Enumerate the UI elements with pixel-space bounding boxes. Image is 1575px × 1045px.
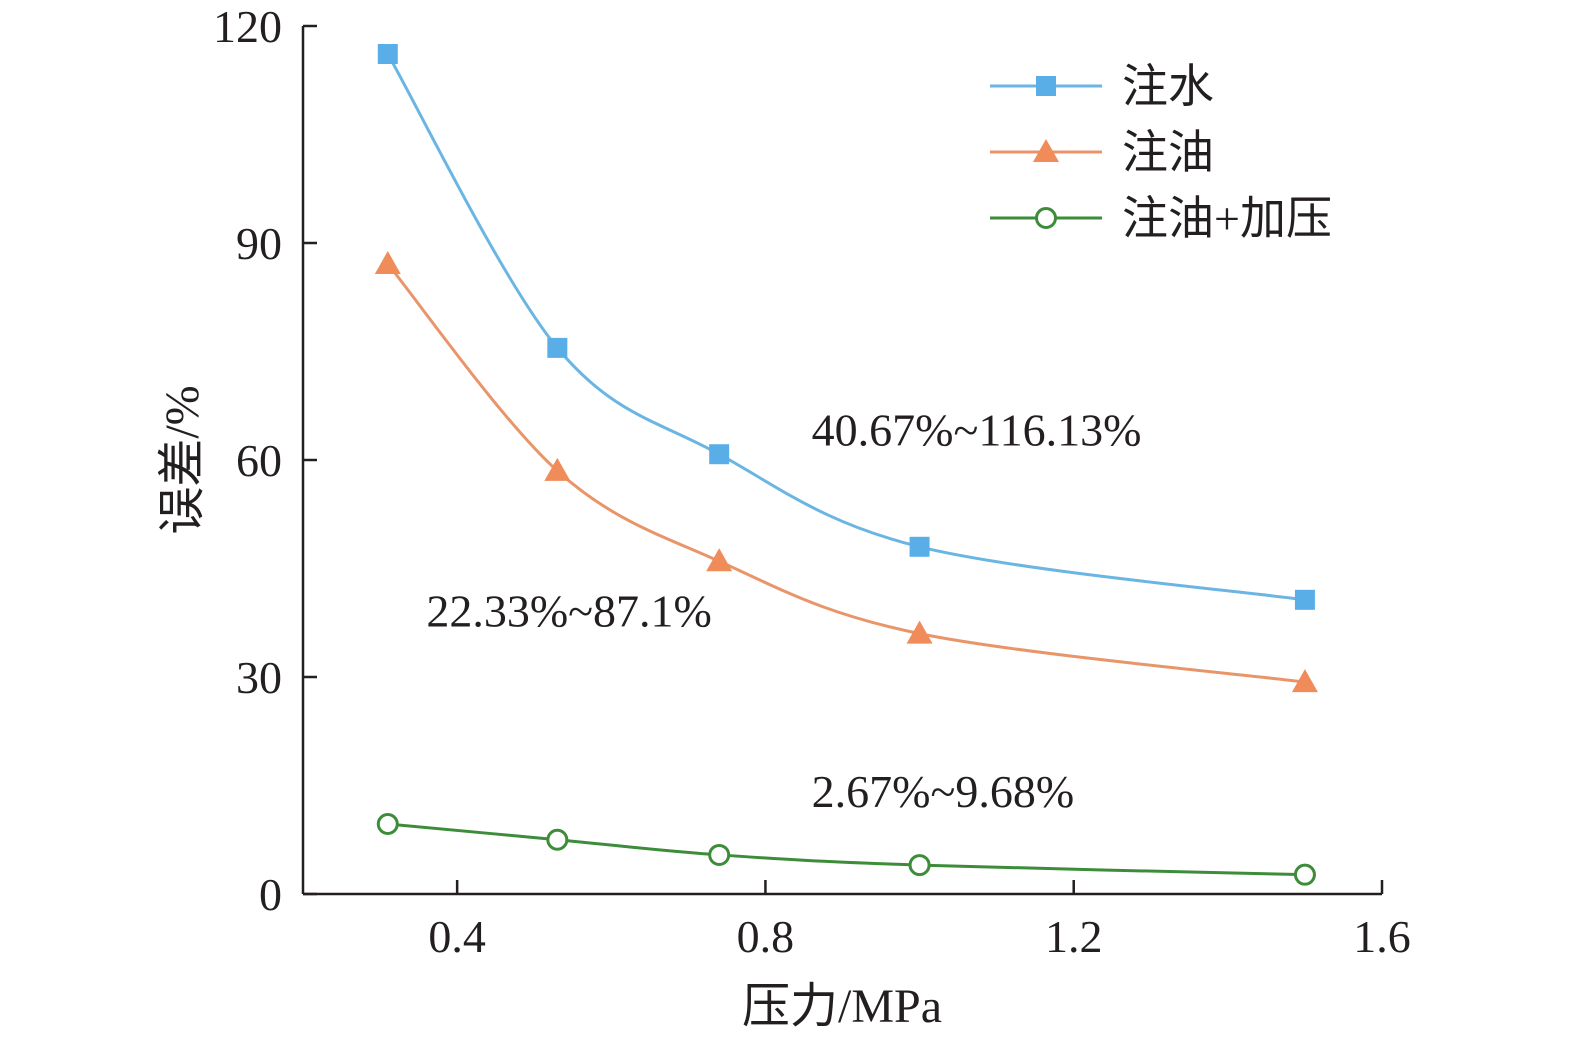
series-layer (374, 43, 1318, 886)
ticks: 0.4 0.8 1.2 1.6 0 30 60 90 120 (213, 1, 1411, 962)
data-point (547, 337, 568, 358)
y-tick-label: 30 (236, 652, 282, 703)
legend-entry: 注油+加压 (990, 193, 1332, 244)
data-point (708, 843, 731, 866)
x-tick-label: 0.4 (428, 911, 486, 962)
legend-label: 注油 (1122, 127, 1214, 178)
legend-entry: 注油 (990, 127, 1214, 178)
data-point (376, 812, 399, 835)
annotation-layer: 40.67%~116.13% 22.33%~87.1% 2.67%~9.68% (426, 405, 1141, 818)
y-tick-label: 120 (213, 1, 282, 52)
data-point (909, 536, 930, 557)
x-tick-label: 1.2 (1045, 911, 1103, 962)
y-tick-label: 90 (236, 218, 282, 269)
series-line (386, 263, 1306, 684)
y-tick-label: 0 (259, 869, 282, 920)
data-point (706, 548, 733, 572)
y-axis-title: 误差/% (156, 385, 209, 534)
series-3 (376, 812, 1316, 886)
series-line (387, 822, 1305, 877)
legend-label: 注油+加压 (1122, 193, 1332, 244)
axes (301, 26, 1382, 896)
data-point (906, 620, 933, 644)
x-tick-label: 0.8 (737, 911, 795, 962)
data-point (1291, 669, 1318, 693)
data-point (544, 457, 571, 481)
legend-marker (1036, 76, 1056, 96)
data-point (709, 444, 730, 465)
x-tick-label: 1.6 (1353, 911, 1411, 962)
data-point (374, 250, 401, 274)
legend-marker (1035, 207, 1057, 229)
data-point (546, 828, 569, 851)
legend-entry: 注水 (990, 61, 1214, 112)
data-point (1293, 863, 1316, 886)
range-annotation: 2.67%~9.68% (812, 766, 1075, 817)
data-point (908, 854, 931, 877)
legend-marker (1033, 139, 1059, 162)
data-point (377, 43, 398, 64)
range-annotation: 22.33%~87.1% (426, 585, 712, 636)
series-2 (374, 250, 1318, 693)
y-tick-label: 60 (236, 435, 282, 486)
x-axis-title: 压力/MPa (742, 980, 942, 1033)
legend-label: 注水 (1122, 61, 1214, 112)
range-annotation: 40.67%~116.13% (812, 405, 1142, 456)
data-point (1294, 589, 1315, 610)
series-1 (377, 43, 1315, 610)
